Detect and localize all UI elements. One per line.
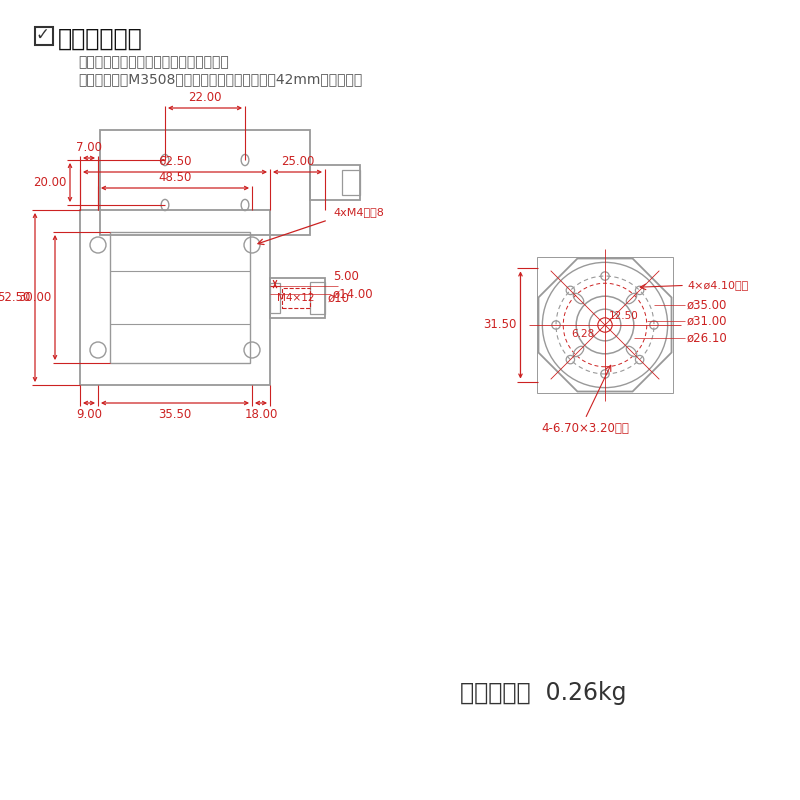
Bar bbox=[270, 283, 280, 313]
Bar bbox=[538, 258, 673, 393]
Text: ø31.00: ø31.00 bbox=[687, 314, 727, 327]
Text: 产品重量：  0.26kg: 产品重量： 0.26kg bbox=[460, 681, 626, 705]
Bar bbox=[282, 288, 310, 308]
Text: 18.00: 18.00 bbox=[244, 408, 278, 421]
Text: 4-6.70×3.20均布: 4-6.70×3.20均布 bbox=[541, 422, 629, 435]
Text: 支座机械图纸: 支座机械图纸 bbox=[58, 27, 142, 51]
Bar bbox=[310, 165, 360, 200]
Text: 不仅可以安装M3508，还可以安装绝大多数外径42mm的行星电机: 不仅可以安装M3508，还可以安装绝大多数外径42mm的行星电机 bbox=[78, 72, 362, 86]
Text: ø26.10: ø26.10 bbox=[687, 331, 728, 345]
Bar bbox=[310, 282, 325, 314]
Text: 12.50: 12.50 bbox=[609, 311, 638, 321]
Text: 22.00: 22.00 bbox=[188, 91, 222, 104]
Text: ø35.00: ø35.00 bbox=[687, 298, 727, 311]
Text: 下图是安装孔位的图示，有设计通用孔，: 下图是安装孔位的图示，有设计通用孔， bbox=[78, 55, 229, 69]
Bar bbox=[342, 170, 360, 195]
Text: M4×12: M4×12 bbox=[278, 293, 314, 303]
Bar bbox=[100, 130, 310, 235]
Text: ø10: ø10 bbox=[328, 291, 350, 305]
Bar bbox=[80, 210, 270, 385]
Bar bbox=[270, 278, 325, 318]
Text: ø14.00: ø14.00 bbox=[333, 287, 374, 301]
Bar bbox=[110, 232, 250, 363]
Text: 52.50: 52.50 bbox=[0, 291, 31, 304]
Text: 9.00: 9.00 bbox=[76, 408, 102, 421]
Text: 25.00: 25.00 bbox=[281, 155, 314, 168]
Text: 6.28: 6.28 bbox=[571, 329, 594, 339]
Text: 4×ø4.10均布: 4×ø4.10均布 bbox=[687, 280, 748, 290]
Text: 62.50: 62.50 bbox=[158, 155, 192, 168]
Text: 20.00: 20.00 bbox=[33, 176, 66, 189]
Text: 48.50: 48.50 bbox=[158, 171, 192, 184]
Text: 30.00: 30.00 bbox=[18, 291, 51, 304]
Text: 4xM4孔深8: 4xM4孔深8 bbox=[333, 207, 384, 217]
Text: ✓: ✓ bbox=[36, 26, 50, 44]
Text: 5.00: 5.00 bbox=[333, 270, 359, 283]
Bar bbox=[35, 27, 53, 45]
Text: 7.00: 7.00 bbox=[76, 141, 102, 154]
Text: 35.50: 35.50 bbox=[158, 408, 192, 421]
Text: 31.50: 31.50 bbox=[483, 318, 517, 331]
